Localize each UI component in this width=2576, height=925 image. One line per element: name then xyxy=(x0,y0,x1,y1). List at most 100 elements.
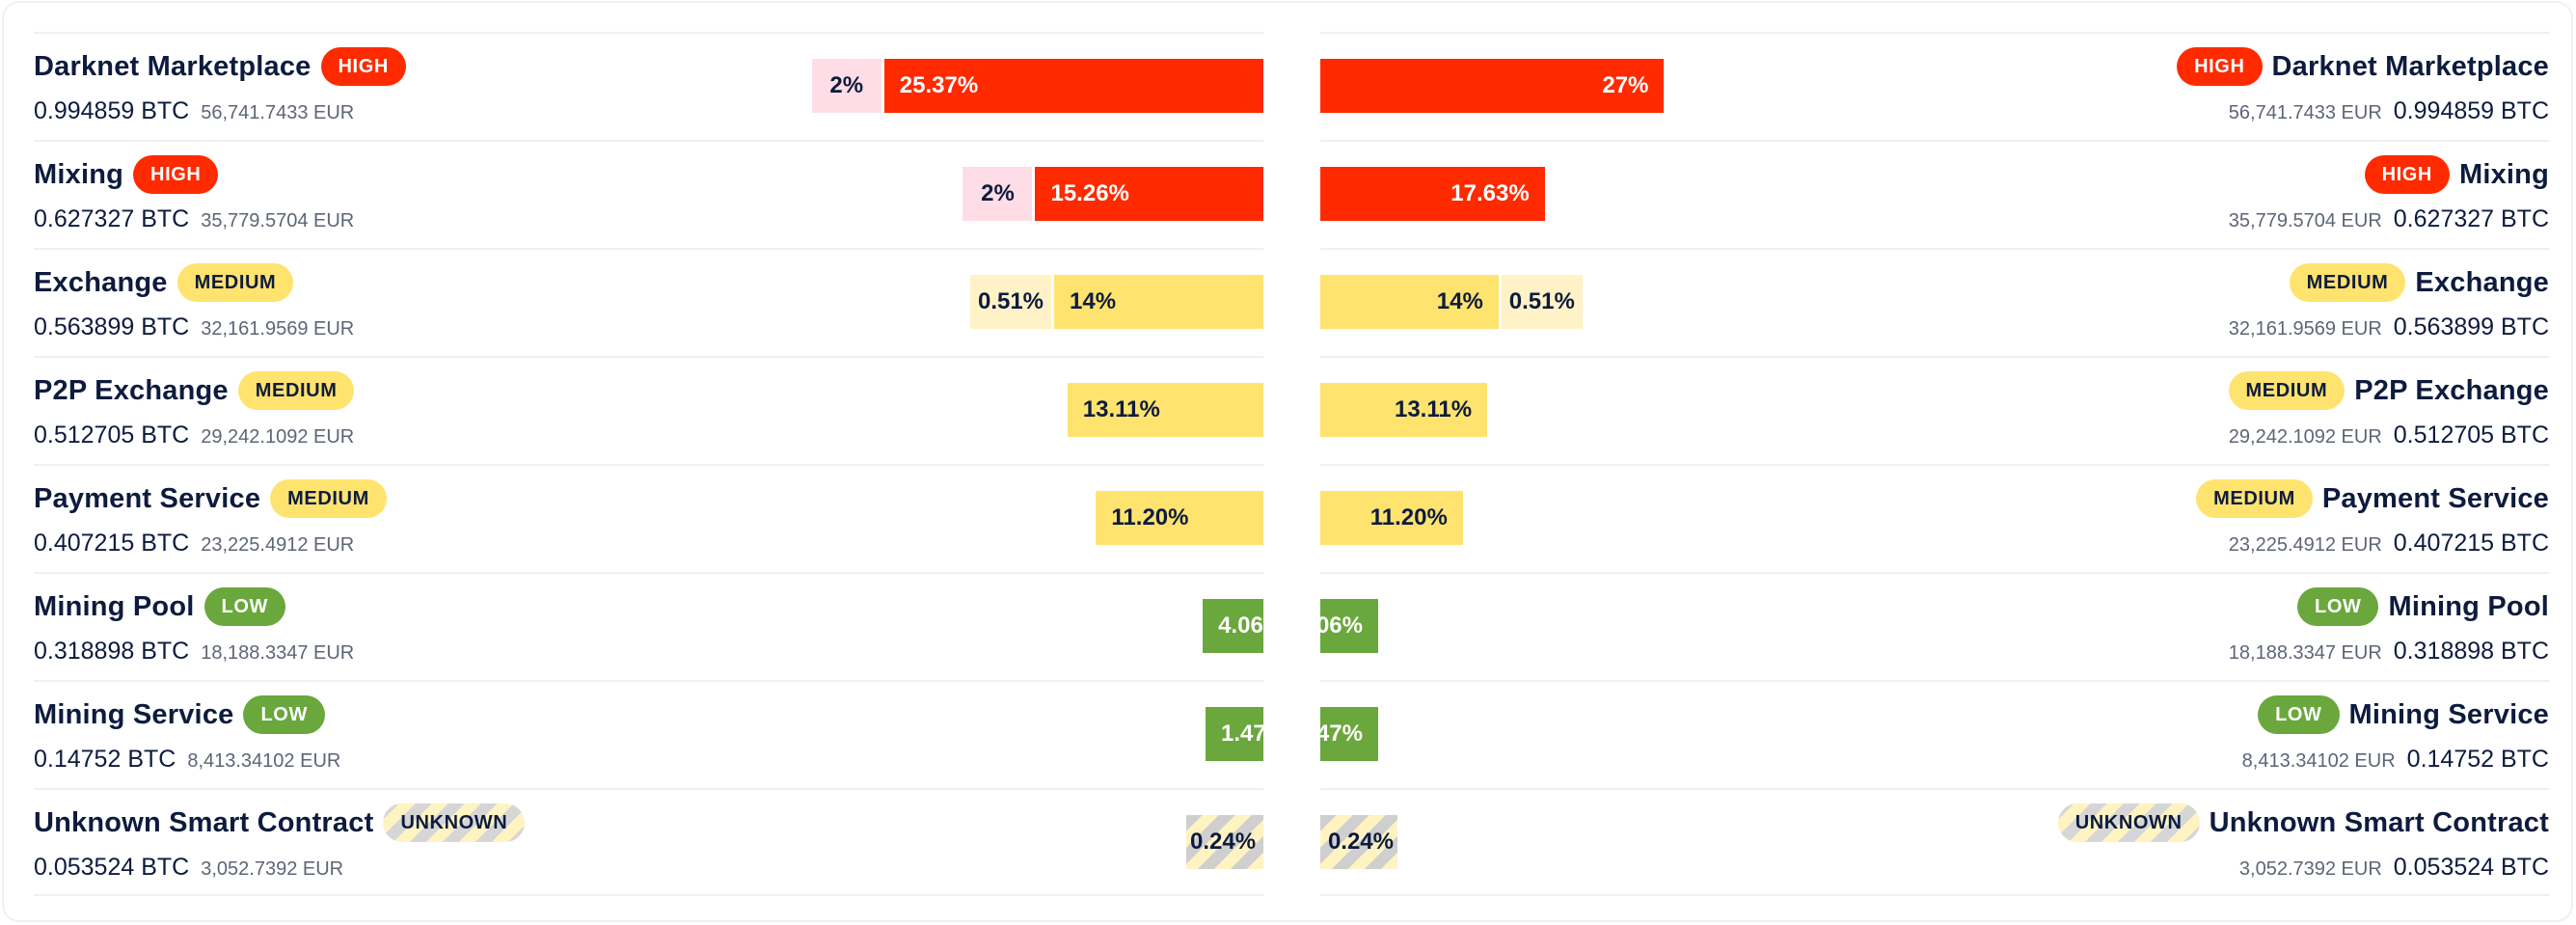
share-bar-main[interactable]: 11.20% xyxy=(1096,491,1263,545)
btc-amount: 0.563899 BTC xyxy=(2393,313,2549,340)
share-bars: 27% xyxy=(1320,59,1665,113)
row-amount-line: 0.407215 BTC 23,225.4912 EUR xyxy=(34,530,354,558)
eur-amount: 8,413.34102 EUR xyxy=(187,750,341,772)
share-bar-main[interactable]: 13.11% xyxy=(1320,383,1488,437)
risk-badge: MEDIUM xyxy=(270,479,387,518)
risk-badge: MEDIUM xyxy=(237,371,355,410)
eur-amount: 35,779.5704 EUR xyxy=(201,210,355,231)
share-bar-main[interactable]: 13.11% xyxy=(1067,383,1263,437)
exposure-row[interactable]: Exchange MEDIUM 0.563899 BTC 32,161.9569 EU… xyxy=(34,248,1263,356)
share-bar-main[interactable]: 1.47% xyxy=(1297,707,1378,761)
category-name: Exchange xyxy=(34,266,168,298)
row-amount-line: 0.627327 BTC 35,779.5704 EUR xyxy=(2229,205,2549,233)
share-bar-main[interactable]: 27% xyxy=(1320,59,1665,113)
row-amount-line: 0.14752 BTC 8,413.34102 EUR xyxy=(2242,746,2549,774)
row-title-line: Darknet Marketplace HIGH xyxy=(34,47,406,86)
eur-amount: 32,161.9569 EUR xyxy=(2228,318,2382,340)
exposure-row[interactable]: Mixing HIGH 0.627327 BTC 35,779.5704 EUR 15.… xyxy=(34,140,1263,248)
risk-badge: MEDIUM xyxy=(176,263,294,302)
share-bars: 0.24% xyxy=(1186,815,1263,869)
row-amount-line: 0.14752 BTC 8,413.34102 EUR xyxy=(34,746,340,774)
btc-amount: 0.14752 BTC xyxy=(34,746,176,773)
eur-amount: 23,225.4912 EUR xyxy=(201,534,355,556)
category-name: Payment Service xyxy=(2321,482,2549,514)
row-title-line: Mining Service LOW xyxy=(2258,695,2549,734)
share-bars: 4.06% xyxy=(1203,599,1284,653)
share-bar-secondary[interactable]: 0.51% xyxy=(1501,275,1583,329)
category-name: Darknet Marketplace xyxy=(34,50,312,82)
row-title-line: Mining Pool LOW xyxy=(2297,587,2549,626)
share-bar-main[interactable]: 1.47% xyxy=(1206,707,1287,761)
row-title-line: Unknown Smart Contract UNKNOWN xyxy=(34,803,526,842)
exposure-row[interactable]: Exchange MEDIUM 0.563899 BTC 32,161.9569 EU… xyxy=(1320,248,2549,356)
exposure-row[interactable]: P2P Exchange MEDIUM 0.512705 BTC 29,242.109… xyxy=(34,356,1263,464)
risk-badge: HIGH xyxy=(320,47,406,86)
share-bar-main[interactable]: 25.37% xyxy=(883,59,1263,113)
left-exposure-panel: Darknet Marketplace HIGH 0.994859 BTC 56,74… xyxy=(34,32,1287,898)
row-amount-line: 0.053524 BTC 3,052.7392 EUR xyxy=(2239,854,2549,882)
row-title-line: Darknet Marketplace HIGH xyxy=(2177,47,2549,86)
exposure-row[interactable]: Unknown Smart Contract UNKNOWN 0.053524 BT… xyxy=(1320,788,2549,896)
row-title-line: Payment Service MEDIUM xyxy=(34,479,387,518)
share-bars: 15.26% 2% xyxy=(960,167,1263,221)
exposure-row[interactable]: Mining Pool LOW 0.318898 BTC 18,188.3347 EU… xyxy=(34,572,1284,680)
eur-amount: 23,225.4912 EUR xyxy=(2228,534,2382,556)
exposure-row[interactable]: Darknet Marketplace HIGH 0.994859 BTC 56,74… xyxy=(34,32,1263,140)
row-title-line: Mixing HIGH xyxy=(2364,155,2549,194)
share-bar-secondary[interactable]: 2% xyxy=(963,167,1033,221)
btc-amount: 0.994859 BTC xyxy=(2393,97,2549,124)
share-bar-main[interactable]: 0.24% xyxy=(1320,815,1397,869)
risk-badge: LOW xyxy=(2297,587,2379,626)
exposure-row[interactable]: Mining Pool LOW 0.318898 BTC 18,188.3347 EU… xyxy=(1297,572,2549,680)
row-title-line: Mixing HIGH xyxy=(34,155,219,194)
btc-amount: 0.627327 BTC xyxy=(2393,205,2549,232)
exposure-row[interactable]: Payment Service MEDIUM 0.407215 BTC 23,225.… xyxy=(1320,464,2549,572)
btc-amount: 0.512705 BTC xyxy=(2393,422,2549,449)
risk-badge: HIGH xyxy=(2177,47,2263,86)
row-amount-line: 0.512705 BTC 29,242.1092 EUR xyxy=(2229,422,2549,449)
share-bar-secondary[interactable]: 2% xyxy=(811,59,881,113)
share-bars: 13.11% xyxy=(1067,383,1263,437)
share-bar-secondary[interactable]: 0.51% xyxy=(970,275,1051,329)
share-bars: 17.63% xyxy=(1320,167,1545,221)
exposure-row[interactable]: Unknown Smart Contract UNKNOWN 0.053524 BT… xyxy=(34,788,1263,896)
share-bars: 25.37% 2% xyxy=(809,59,1263,113)
risk-badge: HIGH xyxy=(2364,155,2450,194)
category-name: Mixing xyxy=(34,158,124,190)
share-bar-main[interactable]: 14% xyxy=(1320,275,1499,329)
eur-amount: 18,188.3347 EUR xyxy=(2228,642,2382,664)
exposure-row[interactable]: P2P Exchange MEDIUM 0.512705 BTC 29,242.109… xyxy=(1320,356,2549,464)
row-amount-line: 0.994859 BTC 56,741.7433 EUR xyxy=(34,97,354,125)
category-name: Darknet Marketplace xyxy=(2271,50,2549,82)
exposure-row[interactable]: Mining Service LOW 0.14752 BTC 8,413.34102 … xyxy=(1297,680,2549,788)
share-bars: 1.47% xyxy=(1206,707,1287,761)
category-name: Mining Service xyxy=(34,698,234,730)
btc-amount: 0.407215 BTC xyxy=(2393,530,2549,557)
exposure-row[interactable]: Mining Service LOW 0.14752 BTC 8,413.34102 … xyxy=(34,680,1287,788)
btc-amount: 0.053524 BTC xyxy=(2393,854,2549,881)
share-bar-main[interactable]: 4.06% xyxy=(1297,599,1378,653)
row-amount-line: 0.407215 BTC 23,225.4912 EUR xyxy=(2229,530,2549,558)
risk-badge: MEDIUM xyxy=(2196,479,2313,518)
exposure-row[interactable]: Payment Service MEDIUM 0.407215 BTC 23,225.… xyxy=(34,464,1263,572)
row-title-line: Unknown Smart Contract UNKNOWN xyxy=(2057,803,2549,842)
exposure-row[interactable]: Mixing HIGH 0.627327 BTC 35,779.5704 EUR 17.… xyxy=(1320,140,2549,248)
share-bar-main[interactable]: 17.63% xyxy=(1320,167,1545,221)
btc-amount: 0.512705 BTC xyxy=(34,422,190,449)
risk-badge: MEDIUM xyxy=(2228,371,2346,410)
share-bar-main[interactable]: 11.20% xyxy=(1320,491,1463,545)
share-bar-main[interactable]: 15.26% xyxy=(1035,167,1263,221)
btc-amount: 0.407215 BTC xyxy=(34,530,190,557)
row-amount-line: 0.512705 BTC 29,242.1092 EUR xyxy=(34,422,354,449)
row-amount-line: 0.563899 BTC 32,161.9569 EUR xyxy=(34,313,354,341)
eur-amount: 32,161.9569 EUR xyxy=(201,318,355,340)
exposure-row[interactable]: Darknet Marketplace HIGH 0.994859 BTC 56,74… xyxy=(1320,32,2549,140)
share-bar-main[interactable]: 14% xyxy=(1054,275,1263,329)
risk-badge: HIGH xyxy=(133,155,219,194)
row-amount-line: 0.627327 BTC 35,779.5704 EUR xyxy=(34,205,354,233)
share-bars: 13.11% xyxy=(1320,383,1488,437)
share-bar-main[interactable]: 4.06% xyxy=(1203,599,1284,653)
share-bar-main[interactable]: 0.24% xyxy=(1186,815,1263,869)
eur-amount: 29,242.1092 EUR xyxy=(2228,426,2382,448)
eur-amount: 29,242.1092 EUR xyxy=(201,426,355,448)
